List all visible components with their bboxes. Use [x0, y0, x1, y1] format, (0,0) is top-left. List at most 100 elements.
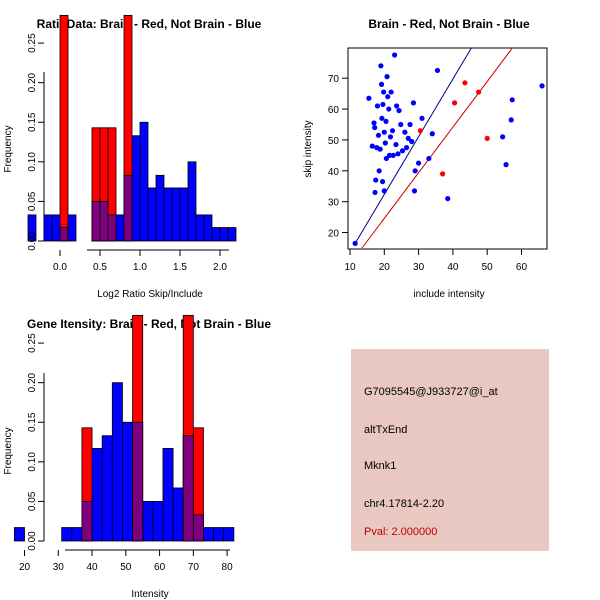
not-brain-point-47	[419, 115, 425, 121]
not-brain-point-50	[434, 67, 441, 74]
scatter-points	[352, 52, 545, 246]
ratio-blue-bar-13	[155, 174, 165, 242]
not-brain-point-53	[503, 162, 509, 168]
ratio-blue-bar-4	[67, 214, 77, 242]
not-brain-point-1	[366, 95, 372, 101]
ratio-chart-title: RatioData: Brain - Red, Not Brain - Blue	[37, 17, 262, 31]
not-brain-point-11	[377, 146, 383, 152]
not-brain-point-37	[399, 148, 406, 154]
ratio-blue-bar-11	[139, 121, 149, 242]
gene-histogram: Gene Itensity: Brain - Red, Not Brain - …	[3, 314, 271, 600]
gene-overlap-bar-0	[81, 501, 93, 542]
ratio-blue-bar-22	[227, 227, 237, 242]
not-brain-point-41	[407, 121, 413, 128]
not-brain-point-25	[386, 106, 392, 112]
ratio-y-tick-label-4: 0.20	[27, 72, 38, 92]
not-brain-point-10	[376, 168, 382, 174]
brain-point-3	[462, 80, 468, 86]
gene-overlap-bar-2	[182, 435, 194, 542]
gene-blue-bar-16	[213, 527, 225, 542]
gene-chart-title: Gene Itensity: Brain - Red, Not Brain - …	[27, 317, 271, 331]
ratio-x-label: Log2 Ratio Skip/Include	[97, 289, 203, 300]
ratio-x-tick-label-2: 1.0	[133, 262, 147, 273]
scatter-y-tick-label-4: 60	[328, 105, 340, 116]
not-brain-point-54	[508, 117, 514, 123]
ratio-overlap-bar-0	[59, 227, 69, 242]
ratio-y-tick-label-5: 0.25	[27, 33, 38, 53]
not-brain-point-30	[390, 152, 396, 158]
gene-blue-bar-9	[142, 501, 154, 542]
scatter-y-tick-label-2: 40	[328, 167, 340, 178]
gene-symbol: Mknk1	[364, 460, 397, 472]
gene-blue-bar-17	[223, 527, 235, 542]
not-brain-point-13	[378, 81, 385, 87]
event-type: altTxEnd	[364, 424, 408, 436]
gene-blue-bar-1	[61, 527, 73, 542]
brain-point-0	[417, 128, 423, 134]
scatter-y-tick-label-1: 30	[328, 198, 340, 209]
not-brain-point-46	[415, 160, 422, 166]
gene-x-tick-label-3: 50	[120, 562, 132, 573]
not-brain-point-35	[396, 107, 402, 114]
gene-overlap-bar-3	[192, 514, 204, 542]
gene-blue-bar-0	[13, 527, 25, 542]
gene-blue-bar-2	[71, 527, 83, 542]
scatter-y-tick-label-5: 70	[328, 74, 340, 85]
not-brain-point-15	[379, 179, 386, 185]
gene-y-tick-label-5: 0.25	[27, 333, 38, 353]
brain-point-4	[476, 89, 482, 95]
not-brain-point-29	[389, 128, 396, 134]
scatter-chart-title: Brain - Red, Not Brain - Blue	[368, 17, 530, 31]
ratio-blue-bar-2	[51, 214, 61, 242]
not-brain-point-48	[426, 155, 432, 162]
not-brain-point-39	[403, 145, 410, 151]
not-brain-point-38	[402, 129, 408, 135]
not-brain-point-40	[405, 135, 411, 141]
gene-x-tick-label-2: 40	[86, 562, 98, 573]
scatter-plot-frame	[347, 47, 548, 250]
ratio-blue-bar-15	[171, 187, 181, 242]
not-brain-point-0	[352, 240, 358, 246]
not-brain-point-16	[380, 101, 386, 108]
ratio-blue-bar-8	[115, 214, 125, 242]
gene-y-tick-label-3: 0.15	[27, 412, 38, 432]
scatter-x-tick-label-1: 20	[379, 262, 391, 273]
not-brain-point-43	[410, 100, 417, 106]
scatter-y-ticks: 20 30 40 50 60 70	[328, 74, 348, 240]
gene-x-tick-label-4: 60	[154, 562, 166, 573]
ratio-y-tick-label-2: 0.10	[27, 152, 38, 172]
p-value: Pval: 2.000000	[364, 526, 438, 538]
ratio-x-tick-label-4: 2.0	[213, 262, 227, 273]
not-brain-point-31	[391, 52, 398, 58]
not-brain-point-45	[412, 168, 418, 174]
not-brain-point-49	[429, 131, 435, 137]
scatter-x-tick-label-5: 60	[516, 262, 528, 273]
gene-x-tick-label-5: 70	[188, 562, 200, 573]
ratio-y-tick-label-1: 0.05	[27, 191, 38, 211]
not-brain-point-2	[369, 143, 375, 149]
not-brain-point-17	[381, 89, 387, 95]
scatter-y-tick-label-0: 20	[328, 229, 340, 240]
not-brain-point-3	[371, 120, 377, 126]
not-brain-point-51	[445, 195, 451, 202]
ratio-x-tick-label-0: 0.0	[53, 262, 67, 273]
ratio-overlap-bar-4	[123, 174, 133, 242]
ratio-blue-bar-21	[219, 227, 229, 242]
gene-x-tick-label-1: 30	[53, 562, 65, 573]
ratio-red-bar-0	[59, 14, 69, 242]
red-diagonal-line	[361, 48, 514, 249]
probe-id: G7095545@J933727@i_at	[364, 386, 498, 398]
not-brain-point-34	[395, 151, 401, 157]
not-brain-point-27	[387, 134, 394, 140]
gene-x-label: Intensity	[131, 589, 168, 600]
scatter-x-tick-label-3: 40	[447, 262, 459, 273]
not-brain-point-5	[372, 189, 378, 196]
not-brain-point-23	[384, 74, 390, 80]
not-brain-point-4	[372, 124, 378, 131]
genomic-location: chr4.17814-2.20	[364, 498, 445, 510]
not-brain-point-36	[398, 121, 404, 128]
not-brain-point-21	[383, 118, 389, 125]
gene-y-tick-label-1: 0.05	[27, 491, 38, 511]
not-brain-point-20	[382, 140, 388, 146]
scatter-x-tick-label-0: 10	[344, 262, 356, 273]
